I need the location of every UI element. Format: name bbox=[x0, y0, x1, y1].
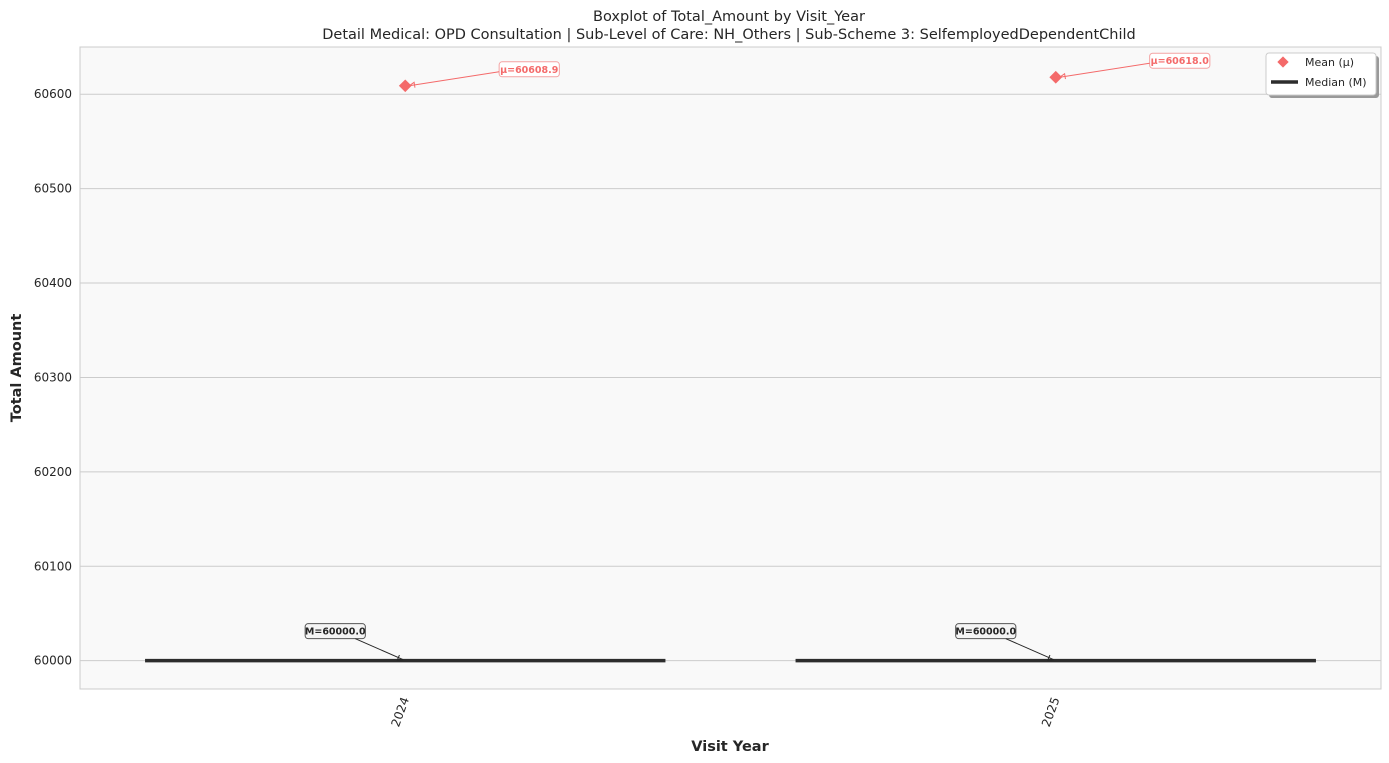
median-label-text: M=60000.0 bbox=[305, 627, 366, 638]
mean-marker bbox=[398, 79, 412, 93]
mean-arrow bbox=[409, 71, 500, 87]
x-tick-labels: 2024 2025 bbox=[388, 695, 1062, 728]
legend-median-label: Median (M) bbox=[1305, 76, 1367, 89]
y-tick-label: 60000 bbox=[34, 654, 72, 668]
median-label-text: M=60000.0 bbox=[955, 627, 1016, 638]
mean-arrow-head bbox=[408, 81, 416, 88]
mean-arrow bbox=[1059, 62, 1150, 78]
y-tick-label: 60400 bbox=[34, 276, 72, 290]
y-tick-label: 60600 bbox=[34, 87, 72, 101]
median-arrow-head bbox=[396, 654, 404, 661]
y-tick-label: 60200 bbox=[34, 465, 72, 479]
median-label: M=60000.0 bbox=[304, 623, 366, 640]
median-label: M=60000.0 bbox=[955, 623, 1017, 640]
y-tick-label: 60500 bbox=[34, 182, 72, 196]
median-arrow bbox=[1005, 638, 1054, 661]
y-axis-label: Total Amount bbox=[9, 314, 25, 423]
legend-mean-label: Mean (μ) bbox=[1305, 56, 1354, 69]
mean-label: μ=60608.9 bbox=[498, 61, 560, 78]
mean-label-text: μ=60618.0 bbox=[1151, 56, 1210, 67]
x-axis-label: Visit Year bbox=[691, 739, 769, 755]
chart-subtitle: Detail Medical: OPD Consultation | Sub-L… bbox=[322, 27, 1136, 43]
x-tick-label: 2024 bbox=[388, 695, 412, 728]
chart-title: Boxplot of Total_Amount by Visit_Year bbox=[593, 9, 865, 25]
plot-area bbox=[79, 46, 1382, 690]
mean-arrow-head bbox=[1059, 72, 1066, 80]
median-label-box bbox=[304, 623, 366, 640]
legend: Mean (μ) Median (M) bbox=[1265, 52, 1379, 98]
mean-label-box bbox=[498, 61, 560, 78]
x-tick-label: 2025 bbox=[1039, 695, 1063, 728]
median-label-box bbox=[955, 623, 1017, 640]
legend-mean-marker bbox=[1277, 56, 1289, 68]
median-arrow bbox=[355, 638, 404, 661]
y-tick-labels: 60000 60100 60200 60300 60400 60500 60600 bbox=[34, 87, 72, 667]
y-tick-label: 60100 bbox=[34, 559, 72, 573]
mean-label: μ=60618.0 bbox=[1149, 52, 1211, 69]
median-arrow-head bbox=[1046, 654, 1054, 661]
mean-label-text: μ=60608.9 bbox=[500, 65, 558, 76]
y-tick-label: 60300 bbox=[34, 370, 72, 384]
annotations: μ=60608.9 M=60000.0 μ=60618.0 M=60000.0 bbox=[304, 52, 1211, 661]
legend-box bbox=[1265, 52, 1377, 96]
mean-label-box bbox=[1149, 52, 1211, 69]
gridlines bbox=[80, 93, 1381, 662]
